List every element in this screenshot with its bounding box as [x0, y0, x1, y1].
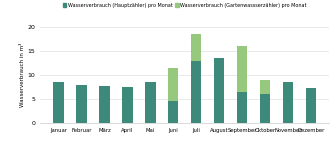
Bar: [191, 61, 202, 123]
Bar: [237, 92, 247, 123]
Bar: [53, 82, 64, 123]
Bar: [260, 94, 270, 123]
Legend: Wasserverbrauch (Hauptzähler) pro Monat, Wasserverbrauch (Gartenwassserzähler) p: Wasserverbrauch (Hauptzähler) pro Monat,…: [61, 1, 309, 9]
Bar: [260, 80, 270, 94]
Bar: [237, 46, 247, 92]
Bar: [306, 88, 316, 123]
Bar: [191, 34, 202, 61]
Bar: [214, 58, 224, 123]
Bar: [122, 87, 133, 123]
Bar: [168, 68, 178, 101]
Bar: [99, 85, 110, 123]
Bar: [283, 82, 293, 123]
Bar: [76, 85, 87, 123]
Bar: [145, 82, 156, 123]
Y-axis label: Wasserverbrauch in m³: Wasserverbrauch in m³: [20, 43, 25, 107]
Bar: [168, 101, 178, 123]
